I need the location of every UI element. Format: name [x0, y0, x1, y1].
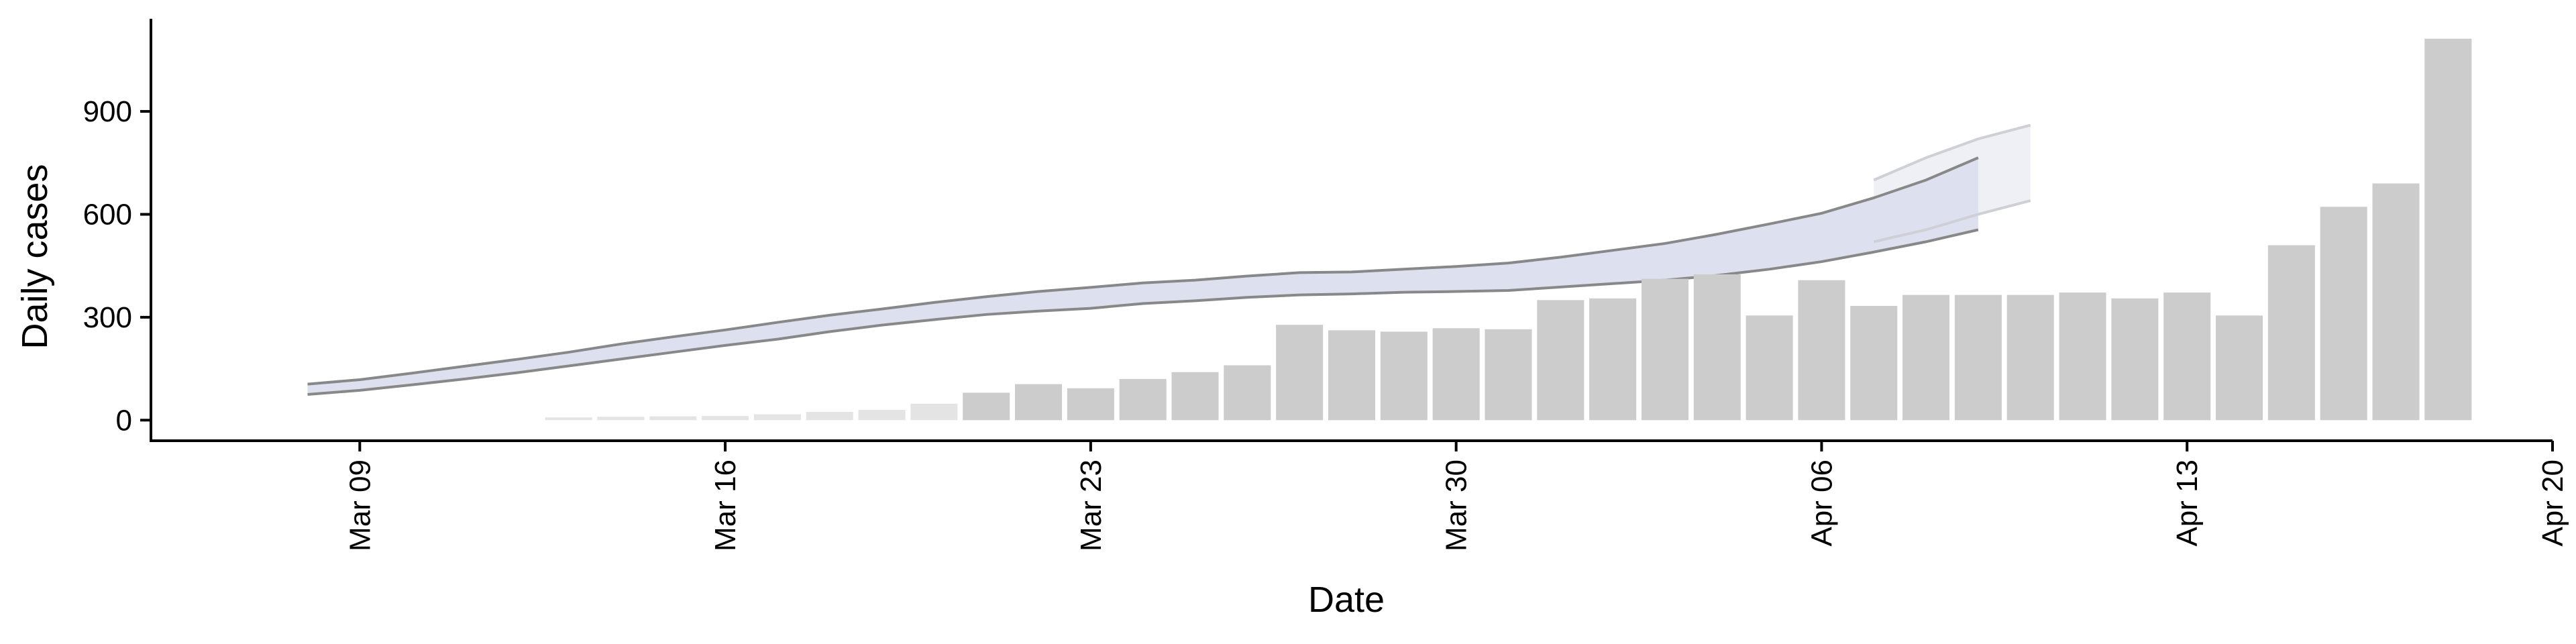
daily-cases-bar	[597, 417, 645, 421]
bars-layer	[545, 38, 2472, 421]
x-tick-label: Mar 16	[709, 460, 742, 551]
daily-cases-bar	[858, 409, 906, 421]
daily-cases-bar	[2006, 294, 2054, 421]
projection-band	[307, 158, 1978, 394]
daily-cases-bar	[910, 403, 958, 421]
x-tick-label: Apr 06	[1805, 460, 1838, 547]
y-tick-label: 300	[83, 301, 132, 334]
daily-cases-bar	[1432, 328, 1480, 421]
daily-cases-bar	[2320, 207, 2367, 421]
y-tick-label: 0	[116, 404, 132, 437]
daily-cases-bar	[2216, 315, 2263, 421]
daily-cases-bar	[963, 392, 1010, 421]
x-tick-label: Apr 20	[2536, 460, 2569, 547]
daily-cases-bar	[1850, 306, 1898, 421]
daily-cases-bar	[1589, 298, 1637, 421]
daily-cases-bar	[2424, 38, 2472, 421]
projection-outer-lower-line	[1873, 199, 2031, 244]
daily-cases-bar	[2111, 298, 2159, 421]
daily-cases-bar	[1067, 388, 1114, 421]
x-tick-label: Apr 13	[2171, 460, 2204, 547]
y-tick-label: 600	[83, 198, 132, 231]
x-axis-ticks: Mar 09 Mar 16 Mar 23 Mar 30 Apr 06 Apr 13 Apr …	[343, 441, 2569, 551]
x-tick-label: Mar 23	[1075, 460, 1108, 551]
daily-cases-bar	[753, 414, 801, 421]
daily-cases-bar	[1902, 294, 1950, 421]
daily-cases-bar	[2059, 292, 2106, 421]
daily-cases-bar	[1693, 274, 1741, 421]
daily-cases-bar	[1328, 330, 1376, 421]
daily-cases-bar	[1746, 315, 1793, 421]
x-axis-title: Date	[1308, 580, 1385, 620]
daily-cases-bar	[1224, 365, 1271, 421]
projection-outer-upper-line	[1873, 123, 2031, 182]
daily-cases-bar	[1015, 384, 1063, 421]
daily-cases-bar	[702, 416, 749, 421]
daily-cases-bar	[806, 412, 853, 421]
daily-cases-bar	[2163, 292, 2211, 421]
daily-cases-bar	[1171, 372, 1219, 421]
daily-cases-bar	[1380, 331, 1428, 421]
daily-cases-bar	[1641, 278, 1688, 421]
daily-cases-bar	[2372, 183, 2420, 421]
y-axis-ticks: 0 300 600 900	[83, 95, 151, 437]
daily-cases-bar	[545, 417, 592, 421]
daily-cases-bar	[1537, 300, 1585, 421]
daily-cases-bar	[649, 416, 697, 421]
daily-cases-bar	[1954, 294, 2002, 421]
daily-cases-bar	[1276, 325, 1324, 421]
daily-cases-bar	[1798, 280, 1845, 421]
plot-area	[307, 38, 2472, 421]
daily-cases-bar	[1119, 378, 1167, 421]
axes: 0 300 600 900 Mar 09 Mar 16 Mar 23 Mar 30 Apr 0…	[83, 19, 2569, 551]
x-tick-label: Mar 09	[343, 460, 376, 551]
x-tick-label: Mar 30	[1440, 460, 1473, 551]
daily-cases-bar	[1485, 329, 1532, 421]
y-axis-title: Daily cases	[15, 164, 55, 349]
daily-cases-bar	[2267, 245, 2315, 421]
y-tick-label: 900	[83, 95, 132, 128]
projection-upper-line	[307, 156, 1979, 386]
